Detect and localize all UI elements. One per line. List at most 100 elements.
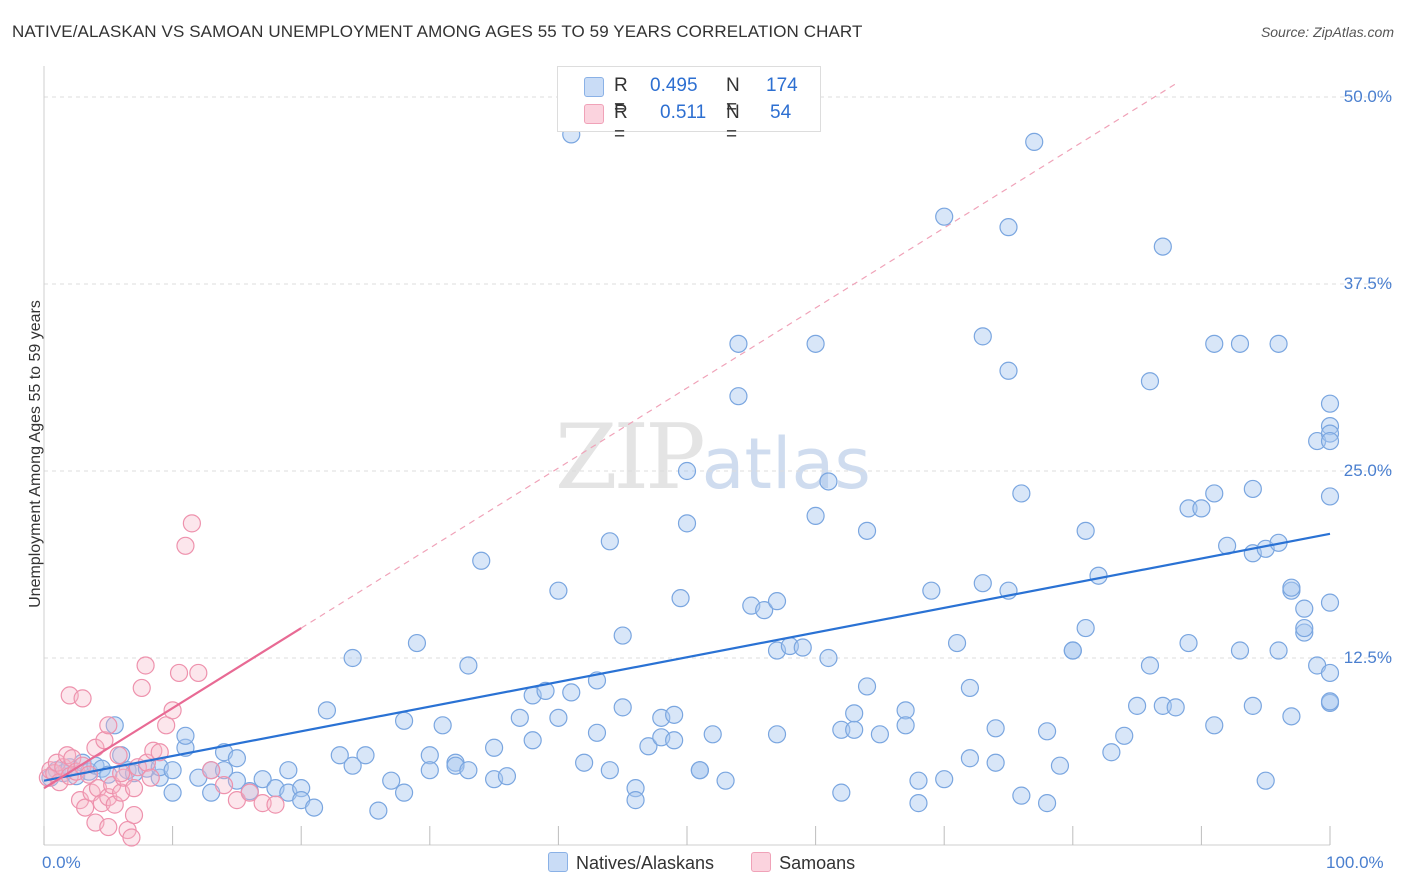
samoans-point (76, 798, 95, 817)
r-label: R = (614, 102, 628, 145)
natives-point (806, 334, 825, 353)
samoans-point (266, 795, 285, 814)
natives-point (1076, 521, 1095, 540)
natives-point (1037, 722, 1057, 741)
natives-point (1012, 786, 1031, 805)
natives-point (407, 633, 427, 653)
natives-trend-line (43, 532, 1331, 782)
natives-point (806, 506, 825, 525)
trend-extension (300, 81, 1179, 629)
legend-item-samoans[interactable]: Samoans (751, 852, 855, 874)
natives-point (1320, 431, 1340, 451)
natives-point (317, 701, 337, 720)
natives-point (1295, 599, 1314, 618)
natives-point (562, 683, 581, 702)
chart-title: NATIVE/ALASKAN VS SAMOAN UNEMPLOYMENT AM… (12, 22, 863, 41)
natives-point (1256, 771, 1275, 790)
y-tick-label: 25.0% (1343, 461, 1392, 480)
natives-point (986, 753, 1005, 772)
natives-points (41, 95, 1340, 820)
natives-point (510, 708, 529, 727)
natives-point (343, 648, 362, 668)
samoans-points (38, 514, 285, 847)
natives-n-value: 174 (766, 75, 798, 96)
natives-point (382, 771, 401, 790)
grid-lines (44, 96, 1395, 659)
natives-point (600, 761, 619, 780)
natives-point (1295, 618, 1314, 638)
n-label: N = (726, 102, 740, 145)
natives-point (665, 731, 684, 750)
samoans-point (88, 779, 108, 798)
natives-point (356, 746, 375, 765)
natives-point (845, 704, 864, 723)
natives-point (1269, 641, 1288, 660)
natives-point (716, 771, 735, 790)
natives-point (1320, 487, 1340, 506)
watermark-zip: ZIP (555, 405, 706, 510)
source-label: Source: ZipAtlas.com (1260, 24, 1394, 40)
natives-point (1166, 698, 1185, 717)
natives-point (677, 514, 697, 533)
natives-point (857, 521, 877, 540)
natives-point (845, 720, 864, 739)
natives-point (639, 737, 658, 756)
natives-point (986, 719, 1005, 738)
natives-point (1076, 618, 1095, 638)
legend-item-natives[interactable]: Natives/Alaskans (548, 852, 714, 874)
natives-point (1205, 334, 1224, 353)
natives-point (1050, 756, 1070, 775)
natives-point (459, 656, 478, 675)
natives-point (1089, 566, 1108, 585)
y-tick-label: 12.5% (1343, 648, 1392, 667)
natives-point (935, 207, 954, 226)
natives-point (819, 648, 838, 668)
natives-point (523, 731, 542, 750)
natives-point (1320, 692, 1340, 711)
watermark: ZIPatlas (555, 405, 871, 510)
natives-point (1320, 394, 1340, 413)
natives-point (793, 638, 812, 657)
natives-point (947, 633, 967, 653)
natives-point (433, 716, 452, 735)
samoans-point (214, 776, 234, 795)
samoans-point (182, 514, 201, 533)
samoans-point (189, 663, 208, 683)
natives-point (767, 725, 787, 744)
samoans-point (99, 817, 118, 837)
natives-point (1269, 334, 1288, 353)
natives-point (1179, 499, 1198, 518)
natives-swatch (584, 77, 604, 97)
natives-point (1025, 132, 1044, 151)
natives-point (227, 749, 246, 768)
samoans-point (73, 689, 92, 708)
samoans-point (109, 746, 128, 765)
samoans-point (99, 716, 118, 735)
natives-point (935, 770, 954, 789)
watermark-atlas: atlas (701, 423, 871, 505)
natives-point (536, 681, 555, 701)
natives-point (394, 783, 414, 802)
natives-point (420, 746, 439, 765)
trend-lines (43, 532, 1331, 790)
natives-point (755, 601, 774, 620)
correlation-legend: R = 0.495 N = 174 R = 0.511 N = 54 (557, 66, 821, 145)
natives-point (1230, 641, 1250, 660)
natives-point (587, 723, 607, 742)
natives-point (1140, 372, 1160, 391)
natives-point (394, 711, 414, 730)
natives-point (832, 720, 851, 739)
samoans-point (132, 678, 151, 698)
natives-point (729, 334, 748, 353)
natives-point (999, 361, 1018, 380)
natives-point (960, 749, 980, 768)
natives-point (214, 761, 234, 780)
natives-point (1295, 623, 1314, 642)
samoans-r-value: 0.511 (660, 102, 707, 123)
natives-point (253, 770, 272, 789)
natives-point (1037, 794, 1057, 813)
samoans-point (124, 805, 144, 825)
samoans-point (136, 656, 155, 675)
natives-point (575, 753, 594, 772)
natives-point (671, 589, 690, 608)
